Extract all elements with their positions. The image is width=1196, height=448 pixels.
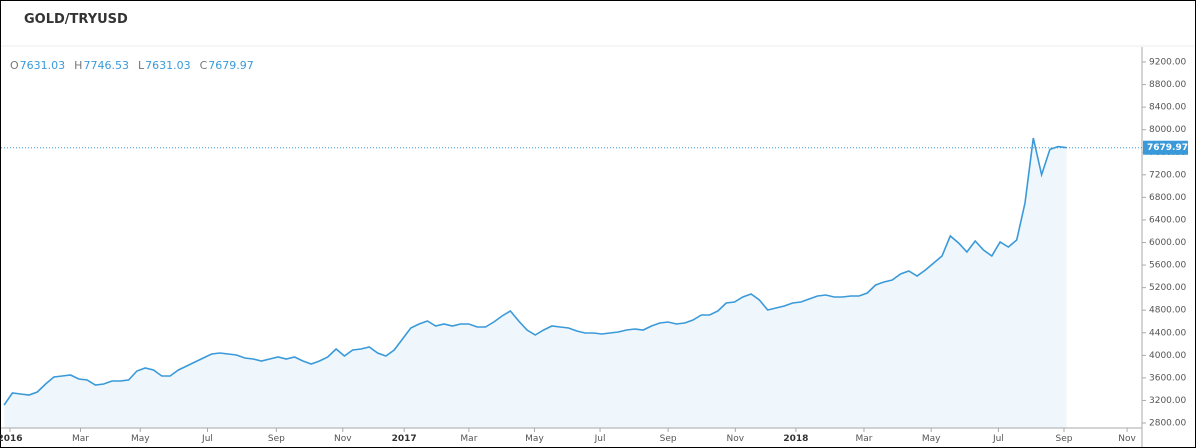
- ohlc-value: 7679.97: [208, 59, 254, 72]
- x-tick-label: Jul: [992, 434, 1004, 444]
- ohlc-key: H: [74, 59, 82, 72]
- x-tick-label: Mar: [855, 434, 872, 444]
- y-tick-label: 6400.00: [1149, 215, 1186, 225]
- price-line: [3, 137, 1067, 406]
- y-tick-label: 5600.00: [1149, 261, 1186, 271]
- y-tick-label: 8000.00: [1149, 125, 1186, 135]
- x-tick-label: 2016: [0, 434, 22, 444]
- x-tick-label: May: [922, 434, 941, 444]
- y-tick-label: 4800.00: [1149, 306, 1186, 316]
- area-fill: [4, 138, 1067, 428]
- ohlc-key: O: [10, 59, 19, 72]
- y-tick-label: 5200.00: [1149, 283, 1186, 293]
- x-tick-label: Nov: [334, 434, 352, 444]
- x-tick-label: Nov: [727, 434, 745, 444]
- ohlc-key: L: [138, 59, 145, 72]
- y-tick-label: 6000.00: [1149, 238, 1186, 248]
- x-tick-label: Mar: [72, 434, 89, 444]
- y-tick-label: 8800.00: [1149, 80, 1186, 90]
- last-price-badge: [1143, 140, 1188, 155]
- x-tick-label: Sep: [1056, 434, 1073, 444]
- y-tick-label: 9200.00: [1149, 58, 1186, 68]
- x-tick-label: Jul: [594, 434, 606, 444]
- y-tick-label: 6800.00: [1149, 193, 1186, 203]
- x-tick-label: Mar: [460, 434, 477, 444]
- y-tick-label: 4400.00: [1149, 328, 1186, 338]
- y-tick-label: 4000.00: [1149, 351, 1186, 361]
- last-price-label: 7679.97: [1147, 143, 1188, 153]
- x-tick-label: Sep: [268, 434, 285, 444]
- y-tick-label: 2800.00: [1149, 419, 1186, 429]
- y-tick-label: 8400.00: [1149, 103, 1186, 113]
- chart-title: GOLD/TRYUSD: [24, 12, 128, 27]
- y-tick-label: 7200.00: [1149, 170, 1186, 180]
- ohlc-value: 7746.53: [83, 59, 129, 72]
- x-tick-label: 2017: [392, 434, 417, 444]
- x-tick-label: Sep: [660, 434, 677, 444]
- ohlc-value: 7631.03: [20, 59, 66, 72]
- ohlc-value: 7631.03: [145, 59, 191, 72]
- x-tick-label: Nov: [1118, 434, 1136, 444]
- x-tick-label: May: [525, 434, 544, 444]
- ohlc-key: C: [200, 59, 208, 72]
- x-tick-label: May: [131, 434, 150, 444]
- x-tick-label: Jul: [201, 434, 213, 444]
- y-tick-label: 3200.00: [1149, 396, 1186, 406]
- y-tick-label: 3600.00: [1149, 373, 1186, 383]
- x-tick-label: 2018: [783, 434, 808, 444]
